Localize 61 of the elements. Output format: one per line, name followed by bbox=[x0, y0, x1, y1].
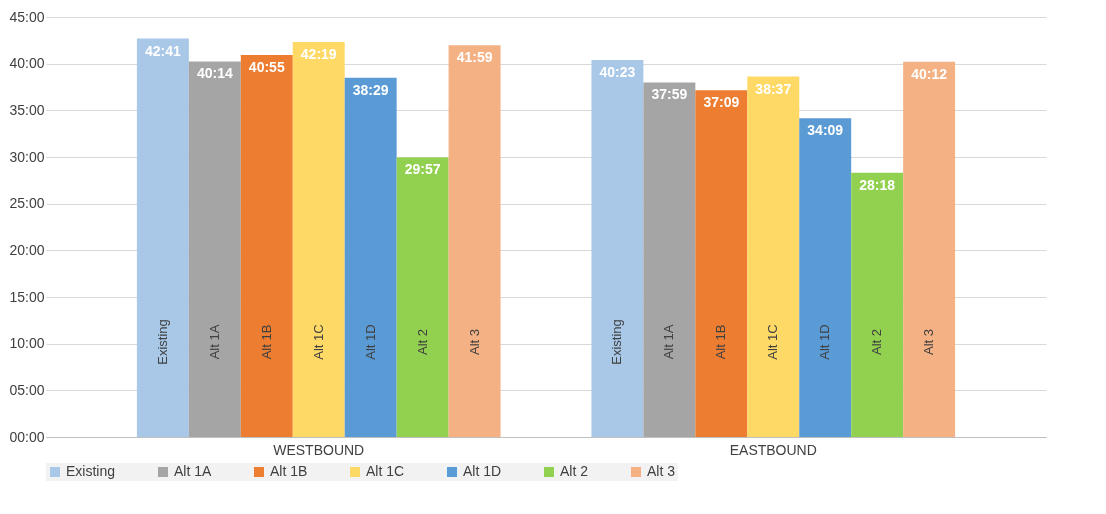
text: Existing bbox=[154, 319, 170, 365]
y-tick-label: 00:00 bbox=[9, 428, 45, 445]
text: Existing bbox=[609, 319, 625, 365]
y-tick-label: 25:00 bbox=[9, 195, 45, 212]
bar bbox=[240, 55, 293, 437]
legend-label: Alt 1B bbox=[270, 463, 308, 479]
y-tick-label: 45:00 bbox=[9, 8, 45, 25]
bar bbox=[292, 42, 345, 437]
text: Alt 2 bbox=[414, 328, 430, 356]
text: Alt 1B bbox=[713, 324, 729, 360]
data-label: 42:19 bbox=[300, 46, 337, 63]
bar bbox=[188, 61, 241, 437]
bar bbox=[851, 172, 904, 437]
text: Alt 1B bbox=[258, 324, 274, 360]
bar bbox=[136, 38, 189, 437]
legend-label: Alt 2 bbox=[560, 463, 589, 479]
data-label: 28:18 bbox=[859, 176, 896, 193]
data-label: 42:41 bbox=[144, 42, 181, 59]
y-tick-label: 10:00 bbox=[9, 335, 45, 352]
data-label: 40:14 bbox=[196, 65, 233, 82]
bar bbox=[591, 60, 644, 437]
text: Alt 1C bbox=[765, 324, 781, 360]
data-label: 29:57 bbox=[404, 161, 441, 178]
text: Alt 3 bbox=[466, 328, 482, 356]
bar bbox=[448, 45, 501, 437]
text: Alt 2 bbox=[869, 328, 885, 356]
bar bbox=[799, 118, 852, 437]
bar bbox=[344, 77, 397, 437]
legend-label: Alt 1A bbox=[174, 463, 213, 479]
bar bbox=[747, 76, 800, 437]
data-label: 34:09 bbox=[807, 122, 844, 139]
data-label: 38:37 bbox=[755, 80, 792, 97]
legend-label: Alt 3 bbox=[647, 463, 676, 479]
text: Alt 1A bbox=[661, 324, 677, 360]
legend-label: Alt 1D bbox=[463, 463, 502, 479]
data-label: 37:09 bbox=[703, 94, 740, 111]
y-tick-label: 20:00 bbox=[9, 241, 45, 258]
text: Alt 3 bbox=[921, 328, 937, 356]
data-label: 40:23 bbox=[599, 64, 636, 81]
data-label: 40:12 bbox=[911, 65, 948, 82]
bar bbox=[903, 61, 956, 437]
text: Alt 1A bbox=[206, 324, 222, 360]
text: Alt 1C bbox=[310, 324, 326, 360]
bar bbox=[695, 90, 748, 437]
x-tick-label: WESTBOUND bbox=[273, 441, 365, 458]
data-label: 38:29 bbox=[352, 81, 389, 98]
legend-label: Existing bbox=[66, 463, 116, 479]
bar bbox=[396, 157, 449, 437]
bar bbox=[643, 82, 696, 437]
x-tick-label: EASTBOUND bbox=[729, 441, 817, 458]
text: Alt 1D bbox=[817, 324, 833, 360]
y-tick-label: 40:00 bbox=[9, 55, 45, 72]
y-tick-label: 30:00 bbox=[9, 148, 45, 165]
data-label: 37:59 bbox=[651, 86, 688, 103]
y-tick-label: 35:00 bbox=[9, 101, 45, 118]
y-tick-label: 05:00 bbox=[9, 381, 45, 398]
text: Alt 1D bbox=[362, 324, 378, 360]
data-label: 40:55 bbox=[248, 59, 285, 76]
legend-label: Alt 1C bbox=[366, 463, 405, 479]
y-tick-label: 15:00 bbox=[9, 288, 45, 305]
data-label: 41:59 bbox=[456, 49, 493, 66]
